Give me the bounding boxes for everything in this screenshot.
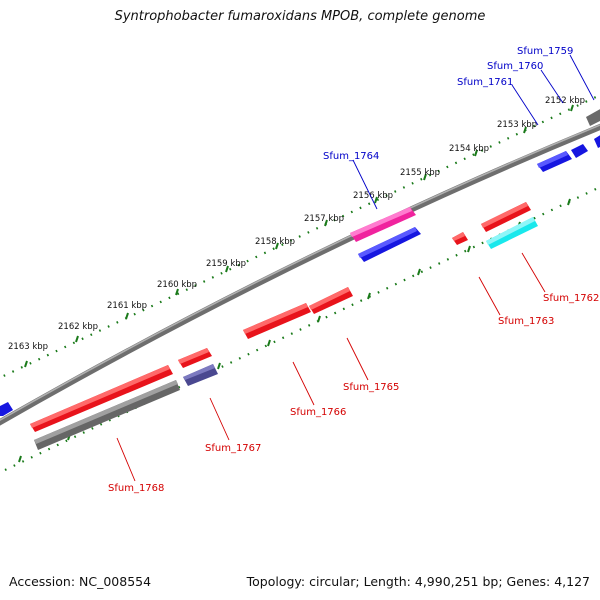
gene-sfum-1768-red — [30, 365, 173, 432]
gene-edge-gray-forward — [586, 109, 600, 126]
gene-sfum-1764-magenta — [350, 207, 416, 242]
leader-line-sfum-1762 — [521, 252, 546, 293]
gene-sfum-1765-red — [309, 287, 353, 314]
tick-label-2161: 2161 kbp — [107, 301, 147, 311]
accession-text: Accession: NC_008554 — [9, 574, 152, 589]
tick-label-2153: 2153 kbp — [497, 120, 537, 130]
tick-label-2162: 2162 kbp — [58, 322, 98, 332]
outer-major-ticks — [24, 104, 574, 368]
gene-label-sfum-1764: Sfum_1764 — [323, 151, 379, 162]
gene-label-sfum-1766: Sfum_1766 — [290, 407, 346, 418]
gene-sfum-1762-cyan — [486, 217, 538, 249]
genome-backbone — [0, 123, 600, 426]
gene-sfum-1763-red — [452, 232, 468, 245]
gene-sfum-1768-gray — [34, 380, 180, 450]
leader-line-sfum-1759 — [569, 54, 595, 101]
gene-edge-blue-left — [0, 402, 13, 416]
gene-sfum-1760-blue — [571, 144, 588, 158]
map-title: Syntrophobacter fumaroxidans MPOB, compl… — [114, 9, 486, 24]
gene-label-sfum-1759: Sfum_1759 — [517, 46, 573, 57]
gene-label-sfum-1768: Sfum_1768 — [108, 483, 164, 494]
leader-line-sfum-1767 — [209, 397, 230, 441]
leader-line-sfum-1766 — [292, 361, 315, 406]
leader-line-sfum-1768 — [116, 437, 136, 482]
tick-label-2157: 2157 kbp — [304, 214, 344, 224]
gene-label-sfum-1765: Sfum_1765 — [343, 382, 399, 393]
gene-sfum-1762-red — [481, 202, 531, 232]
leader-line-sfum-1764 — [352, 159, 378, 210]
tick-label-2155: 2155 kbp — [400, 168, 440, 178]
leader-line-sfum-1760 — [540, 69, 564, 104]
tick-label-2159: 2159 kbp — [206, 259, 246, 269]
tick-label-2163: 2163 kbp — [8, 342, 48, 352]
leader-line-sfum-1763 — [478, 276, 501, 316]
tick-label-2154: 2154 kbp — [449, 144, 489, 154]
tick-label-2160: 2160 kbp — [157, 280, 197, 290]
tick-label-2156: 2156 kbp — [353, 191, 393, 201]
gene-label-sfum-1767: Sfum_1767 — [205, 443, 261, 454]
gene-label-sfum-1763: Sfum_1763 — [498, 316, 554, 327]
gene-sfum-1759-blue — [594, 135, 600, 148]
gene-sfum-1761-blue — [537, 151, 572, 172]
leader-line-sfum-1761 — [511, 84, 539, 126]
gene-label-sfum-1760: Sfum_1760 — [487, 61, 543, 72]
gene-sfum-1767-slate — [183, 364, 218, 386]
leader-line-sfum-1765 — [346, 337, 369, 381]
gene-sfum-1764-blue — [358, 227, 421, 262]
tick-label-2158: 2158 kbp — [255, 237, 295, 247]
genome-summary-text: Topology: circular; Length: 4,990,251 bp… — [246, 574, 590, 589]
gene-sfum-1767-red — [178, 348, 212, 368]
gene-label-sfum-1761: Sfum_1761 — [457, 77, 513, 88]
gene-label-sfum-1762: Sfum_1762 — [543, 293, 599, 304]
gene-sfum-1766-red — [243, 303, 311, 339]
tick-label-2152: 2152 kbp — [545, 96, 585, 106]
